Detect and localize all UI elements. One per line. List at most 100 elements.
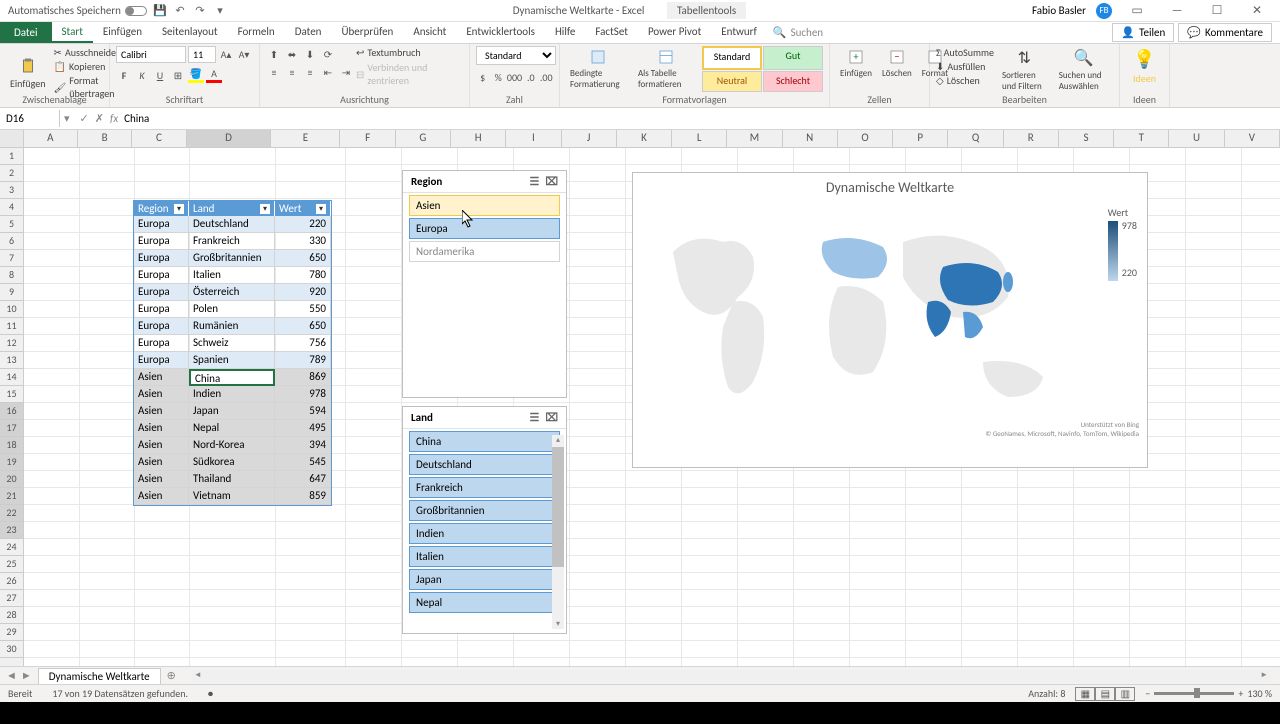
toggle-switch[interactable]: [125, 6, 147, 16]
zoom-out-icon[interactable]: −: [1145, 687, 1150, 700]
row-header-20[interactable]: 20: [0, 471, 23, 488]
ribbon-tab-entwurf[interactable]: Entwurf: [711, 22, 767, 43]
table-cell[interactable]: Asien: [134, 420, 189, 437]
ribbon-tab-factset[interactable]: FactSet: [585, 22, 638, 43]
map-chart[interactable]: Dynamische Weltkarte: [632, 172, 1148, 468]
row-header-29[interactable]: 29: [0, 624, 23, 641]
thousands-icon[interactable]: 000: [507, 69, 522, 85]
table-cell[interactable]: Europa: [134, 267, 189, 284]
zoom-slider[interactable]: [1154, 692, 1234, 695]
decrease-font-icon[interactable]: A▾: [236, 47, 252, 63]
table-cell[interactable]: 920: [275, 284, 331, 301]
align-right-icon[interactable]: ≡: [302, 64, 318, 80]
delete-cells-button[interactable]: −Löschen: [878, 46, 916, 81]
indent-inc-icon[interactable]: ⇥: [338, 64, 354, 80]
table-cell[interactable]: Rumänien: [189, 318, 275, 335]
table-row[interactable]: EuropaSchweiz756: [134, 335, 331, 352]
ribbon-tab-überprüfen[interactable]: Überprüfen: [331, 22, 403, 43]
file-tab[interactable]: Datei: [0, 22, 52, 43]
table-cell[interactable]: Europa: [134, 250, 189, 267]
table-row[interactable]: EuropaDeutschland220: [134, 216, 331, 233]
format-table-button[interactable]: Als Tabelle formatieren: [634, 46, 698, 92]
table-cell[interactable]: Italien: [189, 267, 275, 284]
row-header-26[interactable]: 26: [0, 573, 23, 590]
table-cell[interactable]: Asien: [134, 369, 189, 386]
table-cell[interactable]: 394: [275, 437, 331, 454]
maximize-icon[interactable]: ☐: [1202, 3, 1232, 18]
table-header-land[interactable]: Land▾: [189, 201, 275, 216]
row-header-25[interactable]: 25: [0, 556, 23, 573]
table-row[interactable]: AsienIndien978: [134, 386, 331, 403]
slicer-item[interactable]: Japan: [409, 569, 560, 590]
view-pagebreak-icon[interactable]: ▥: [1115, 687, 1135, 701]
table-cell[interactable]: 594: [275, 403, 331, 420]
table-row[interactable]: EuropaFrankreich330: [134, 233, 331, 250]
ribbon-tab-ansicht[interactable]: Ansicht: [403, 22, 456, 43]
table-cell[interactable]: 859: [275, 488, 331, 505]
slicer-item[interactable]: Europa: [409, 218, 560, 239]
row-header-27[interactable]: 27: [0, 590, 23, 607]
worksheet-grid[interactable]: ABCDEFGHIJKLMNOPQRSTUV 12345678910111213…: [0, 130, 1280, 666]
close-icon[interactable]: ✕: [1242, 3, 1272, 18]
table-row[interactable]: AsienChina869: [134, 369, 331, 386]
table-cell[interactable]: Asien: [134, 471, 189, 488]
underline-button[interactable]: U: [152, 67, 168, 83]
ribbon-tab-power pivot[interactable]: Power Pivot: [638, 22, 711, 43]
cell-style-gut[interactable]: Gut: [763, 46, 823, 70]
col-header-F[interactable]: F: [340, 130, 395, 147]
slicer-scrollbar[interactable]: ▴ ▾: [552, 435, 564, 629]
slicer-item[interactable]: Italien: [409, 546, 560, 567]
col-header-H[interactable]: H: [451, 130, 506, 147]
insert-cells-button[interactable]: +Einfügen: [836, 46, 876, 81]
ribbon-tab-seitenlayout[interactable]: Seitenlayout: [152, 22, 228, 43]
row-header-24[interactable]: 24: [0, 539, 23, 556]
table-cell[interactable]: 650: [275, 318, 331, 335]
multi-select-icon[interactable]: ☰: [529, 175, 539, 188]
minimize-icon[interactable]: —: [1162, 4, 1192, 18]
col-header-P[interactable]: P: [893, 130, 948, 147]
row-header-30[interactable]: 30: [0, 641, 23, 658]
row-header-11[interactable]: 11: [0, 318, 23, 335]
row-header-17[interactable]: 17: [0, 420, 23, 437]
cell-style-neutral[interactable]: Neutral: [702, 71, 762, 93]
col-header-T[interactable]: T: [1114, 130, 1169, 147]
merge-button[interactable]: ⊟Verbinden und zentrieren: [356, 61, 463, 87]
sheet-tab[interactable]: Dynamische Weltkarte: [38, 668, 161, 684]
paste-button[interactable]: Einfügen: [6, 46, 50, 100]
fill-button[interactable]: ⬇Ausfüllen: [936, 60, 994, 73]
col-header-J[interactable]: J: [562, 130, 617, 147]
table-row[interactable]: EuropaÖsterreich920: [134, 284, 331, 301]
zoom-level[interactable]: 130 %: [1247, 687, 1272, 700]
table-cell[interactable]: 495: [275, 420, 331, 437]
cell-style-standard[interactable]: Standard: [702, 46, 762, 70]
table-row[interactable]: EuropaSpanien789: [134, 352, 331, 369]
slicer-item[interactable]: Indien: [409, 523, 560, 544]
table-cell[interactable]: Asien: [134, 386, 189, 403]
row-header-2[interactable]: 2: [0, 165, 23, 182]
slicer-item[interactable]: China: [409, 431, 560, 452]
table-cell[interactable]: Österreich: [189, 284, 275, 301]
col-header-V[interactable]: V: [1225, 130, 1280, 147]
col-header-S[interactable]: S: [1059, 130, 1114, 147]
ribbon-tab-formeln[interactable]: Formeln: [228, 22, 285, 43]
col-header-A[interactable]: A: [24, 130, 78, 147]
slicer-region[interactable]: Region ☰ ⌧ AsienEuropaNordamerika: [402, 170, 567, 398]
table-cell[interactable]: Europa: [134, 335, 189, 352]
table-cell[interactable]: Großbritannien: [189, 250, 275, 267]
share-button[interactable]: 👤Teilen: [1112, 23, 1174, 42]
font-color-button[interactable]: A: [206, 67, 222, 83]
zoom-in-icon[interactable]: +: [1238, 687, 1243, 700]
row-header-4[interactable]: 4: [0, 199, 23, 216]
table-cell[interactable]: 220: [275, 216, 331, 233]
currency-icon[interactable]: $: [476, 69, 489, 85]
table-cell[interactable]: Schweiz: [189, 335, 275, 352]
col-header-I[interactable]: I: [506, 130, 561, 147]
row-header-28[interactable]: 28: [0, 607, 23, 624]
table-header-region[interactable]: Region▾: [134, 201, 189, 216]
table-cell[interactable]: Vietnam: [189, 488, 275, 505]
col-header-E[interactable]: E: [271, 130, 340, 147]
table-cell[interactable]: Nepal: [189, 420, 275, 437]
font-name-select[interactable]: [116, 46, 186, 63]
col-header-M[interactable]: M: [727, 130, 782, 147]
view-layout-icon[interactable]: ▤: [1095, 687, 1115, 701]
